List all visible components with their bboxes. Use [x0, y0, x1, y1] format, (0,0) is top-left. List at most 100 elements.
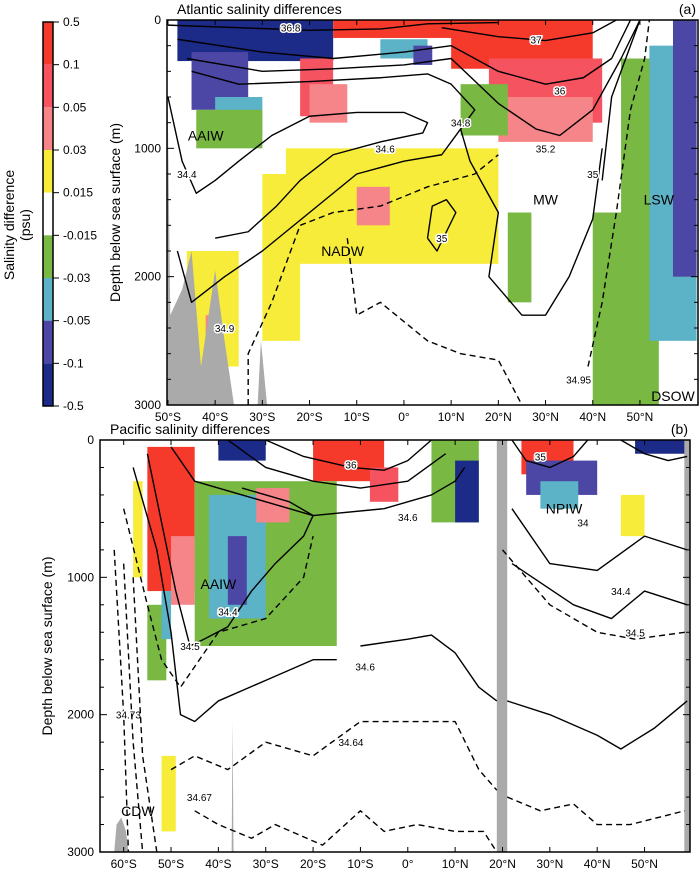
contour-label: 35.2 — [536, 144, 556, 155]
x-tick-label: 30°N — [536, 857, 563, 871]
x-tick-label: 50°N — [631, 857, 658, 871]
panel-title: Atlantic salinity differences — [177, 1, 342, 17]
contour-label: 34.5 — [625, 628, 645, 639]
colorbar-swatch — [43, 320, 53, 364]
x-tick-label: 0° — [398, 410, 410, 424]
axes-frame — [99, 439, 691, 853]
contour-label: 36 — [554, 87, 566, 98]
bathymetry — [684, 440, 690, 852]
contour-label: 37 — [531, 35, 543, 46]
y-tick-label: 3000 — [67, 845, 94, 859]
water-mass-label: AAIW — [200, 576, 237, 592]
contour-line — [265, 440, 432, 471]
x-tick-label: 40°N — [584, 857, 611, 871]
contour-line — [441, 20, 617, 42]
salinity-cell — [540, 481, 579, 509]
contour-label: 34.73 — [116, 711, 141, 722]
atlantic-panel: 34.4 34.6 34.8 35 34.9 34.95 36.8 37 36 35.2 35 AAI… — [107, 1, 699, 424]
colorbar-swatch — [43, 64, 53, 108]
salinity-cell — [171, 536, 195, 605]
contour-line — [620, 440, 688, 462]
contour-line — [194, 810, 498, 852]
contour-line — [360, 634, 498, 702]
y-axis-label: Depth below sea surface (m) — [39, 557, 55, 736]
salinity-cell — [133, 481, 143, 578]
contour-line — [122, 508, 314, 688]
x-tick-label: 30°N — [532, 410, 559, 424]
y-tick-label: 1000 — [134, 141, 161, 155]
water-mass-label: CDW — [121, 803, 155, 819]
salinity-cell — [356, 186, 390, 226]
x-tick-label: 20°S — [300, 857, 326, 871]
salinity-cell — [196, 109, 263, 149]
contour-line — [167, 96, 429, 239]
x-tick-label: 20°N — [485, 410, 512, 424]
contour-label: 34.95 — [566, 375, 591, 386]
y-tick-label: 0 — [154, 13, 161, 27]
panel-title: Pacific salinity differences — [110, 421, 270, 437]
y-axis-label: Depth below sea surface (m) — [107, 123, 123, 302]
colorbar-units: (psu) — [17, 209, 33, 241]
x-tick-label: 50°S — [155, 410, 181, 424]
colorbar-swatch — [43, 150, 53, 193]
x-tick-label: 10°N — [438, 410, 465, 424]
contour-line — [511, 563, 688, 620]
salinity-cell — [498, 97, 593, 142]
water-mass-label: MW — [533, 192, 559, 208]
water-mass-label: LSW — [644, 192, 675, 208]
contour-line — [506, 796, 685, 826]
x-tick-label: 20°S — [296, 410, 322, 424]
salinity-cell — [620, 494, 645, 537]
salinity-cell — [455, 460, 479, 523]
panel-letter: (a) — [679, 1, 696, 17]
water-mass-label: NADW — [321, 243, 365, 259]
salinity-cell — [635, 440, 688, 454]
contour-label: 36 — [345, 461, 357, 472]
contour-line — [587, 20, 651, 367]
salinity-cell — [507, 212, 532, 303]
x-tick-label: 40°N — [579, 410, 606, 424]
colorbar-tick-label: 0.1 — [63, 58, 80, 72]
plot-area: 34.4 34.6 34.6 34.5 34.64 34.67 34.73 34 34.4 34.… — [113, 440, 690, 852]
contour-line — [132, 577, 158, 852]
contour-label: 34.67 — [187, 793, 212, 804]
contour-line — [426, 198, 457, 252]
x-tick-label: 50°S — [158, 857, 184, 871]
contour-line — [346, 238, 523, 405]
bathymetry — [496, 440, 508, 852]
y-tick-label: 2000 — [134, 270, 161, 284]
plot-area: 34.4 34.6 34.8 35 34.9 34.95 36.8 37 36 35.2 35 AAI… — [167, 20, 697, 405]
water-mass-label: NPIW — [546, 501, 583, 517]
colorbar-tick-label: -0.015 — [63, 228, 97, 242]
contour-line — [177, 20, 632, 85]
contour-line — [146, 453, 314, 647]
colorbar-swatch — [43, 278, 53, 321]
contour-line — [247, 154, 499, 405]
colorbar-tick-label: 0.03 — [63, 143, 87, 157]
colorbar-tick-label: 0.05 — [63, 100, 87, 114]
pacific-panel: 34.4 34.6 34.6 34.5 34.64 34.67 34.73 34 34.4 34.… — [39, 421, 691, 871]
water-mass-label: DSOW — [651, 388, 695, 404]
contour-line — [511, 508, 688, 572]
contour-label: 34.8 — [451, 119, 471, 130]
salinity-cell — [161, 591, 172, 640]
colorbar-tick-label: 0.5 — [63, 15, 80, 29]
salinity-cell — [161, 755, 176, 832]
y-tick-label: 0 — [87, 433, 94, 447]
axes-frame — [166, 19, 699, 406]
x-tick-label: 30°S — [253, 857, 279, 871]
salinity-cell — [460, 84, 508, 136]
bathymetry — [231, 721, 234, 852]
colorbar-frame — [42, 21, 54, 407]
salinity-cell — [672, 20, 697, 277]
x-tick-label: 40°S — [205, 857, 231, 871]
contour-label: 35 — [436, 234, 448, 245]
x-tick-label: 10°S — [347, 857, 373, 871]
x-tick-label: 10°S — [344, 410, 370, 424]
contour-line — [122, 563, 144, 852]
colorbar-swatch — [43, 22, 53, 65]
colorbar-label: Salinity difference — [1, 170, 17, 280]
contour-line — [601, 20, 641, 181]
bathymetry — [167, 45, 235, 405]
x-tick-label: 40°S — [202, 410, 228, 424]
